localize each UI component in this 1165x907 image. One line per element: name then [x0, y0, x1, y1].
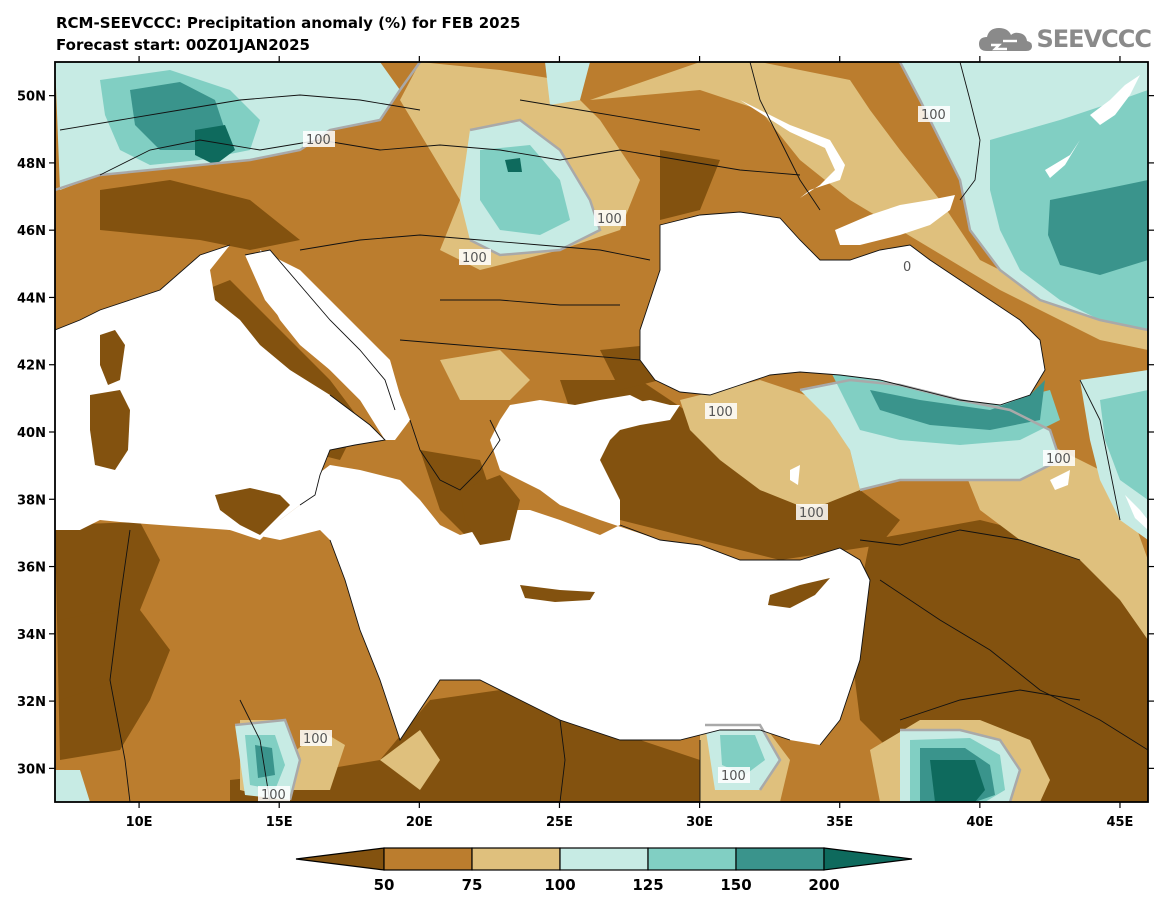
contour-labels: 100 100 100 100 100 100 100 100 100 100 … [258, 106, 1075, 803]
contour-label: 100 [708, 405, 733, 420]
longitude-tick-label: 20E [406, 815, 433, 830]
map-title: RCM-SEEVCCC: Precipitation anomaly (%) f… [56, 14, 521, 32]
longitude-axis: 10E 15E 20E 25E 30E 35E 40E 45E [126, 56, 1133, 830]
sea-mask [55, 75, 1148, 745]
latitude-tick-label: 50N [17, 90, 46, 105]
longitude-tick-label: 30E [686, 815, 713, 830]
colorbar-label: 150 [720, 876, 751, 894]
latitude-axis: 30N 32N 34N 36N 38N 40N 42N 44N 46N 48N 50N [17, 90, 1154, 777]
colorbar-label: 125 [632, 876, 663, 894]
colorbar-segment [647, 847, 737, 871]
longitude-tick-label: 15E [266, 815, 293, 830]
colorbar-label: 75 [462, 876, 483, 894]
latitude-tick-label: 32N [17, 695, 46, 710]
coastlines-and-borders [55, 62, 1148, 802]
anomaly-field-above-200 [195, 125, 985, 802]
colorbar-segment [471, 847, 561, 871]
contour-label: 0 [903, 260, 911, 275]
latitude-tick-label: 38N [17, 493, 46, 508]
longitude-tick-label: 45E [1106, 815, 1133, 830]
forecast-start-label: Forecast start: 00Z01JAN2025 [56, 36, 310, 54]
logo-text: SEEVCCC [1036, 25, 1152, 53]
contour-label: 100 [721, 769, 746, 784]
colorbar-label: 200 [808, 876, 839, 894]
latitude-tick-label: 44N [17, 291, 46, 306]
longitude-tick-label: 40E [966, 815, 993, 830]
colorbar-segment [823, 847, 913, 871]
longitude-tick-label: 35E [826, 815, 853, 830]
contour-label: 100 [799, 506, 824, 521]
islands [90, 330, 830, 608]
contour-label: 100 [921, 108, 946, 123]
latitude-tick-label: 42N [17, 359, 46, 374]
latitude-tick-label: 36N [17, 561, 46, 576]
latitude-tick-label: 30N [17, 762, 46, 777]
colorbar-segment [295, 847, 385, 871]
longitude-tick-label: 10E [126, 815, 153, 830]
contour-label: 100 [306, 133, 331, 148]
longitude-tick-label: 25E [546, 815, 573, 830]
contour-label: 100 [1046, 452, 1071, 467]
latitude-tick-label: 40N [17, 426, 46, 441]
colorbar-segment [735, 847, 825, 871]
cloud-icon [978, 28, 1032, 51]
seevccc-logo: SEEVCCC [977, 22, 1152, 56]
latitude-tick-label: 46N [17, 224, 46, 239]
contour-label: 100 [261, 788, 286, 803]
colorbar-segment [383, 847, 473, 871]
colorbar: 50 75 100 125 150 200 [295, 847, 913, 894]
latitude-tick-label: 48N [17, 157, 46, 172]
colorbar-segment [559, 847, 649, 871]
anomaly-field-below-50 [55, 150, 1148, 802]
contour-label: 100 [462, 251, 487, 266]
colorbar-label: 50 [374, 876, 395, 894]
contour-label: 100 [303, 732, 328, 747]
contour-label: 100 [597, 212, 622, 227]
latitude-tick-label: 34N [17, 628, 46, 643]
colorbar-label: 100 [544, 876, 575, 894]
